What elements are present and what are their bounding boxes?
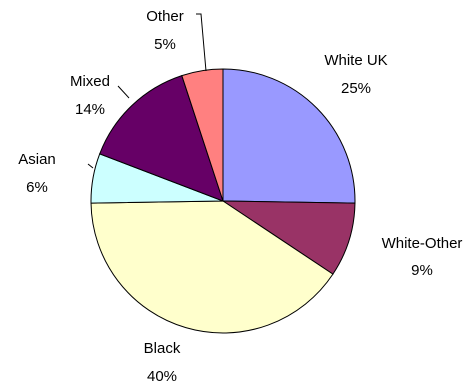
slice-label-asian: Asian (18, 151, 56, 168)
pie-slice-mixed (99, 74, 224, 202)
slice-percent-asian: 6% (26, 179, 48, 196)
slice-label-white-other: White-Other (382, 235, 463, 252)
pie-slice-other (181, 68, 224, 202)
slice-labels: White UK 25% White-Other 9% Black 40% Asian 6% M… (18, 8, 462, 383)
pie-slice-black (90, 200, 334, 334)
slice-label-other: Other (146, 8, 184, 25)
leader-line-other (196, 13, 207, 72)
slice-percent-mixed: 14% (75, 101, 105, 118)
slice-percent-black: 40% (147, 368, 177, 383)
slice-percent-white-uk: 25% (341, 80, 371, 97)
slice-label-black: Black (144, 340, 181, 357)
leader-line-mixed (117, 85, 130, 99)
slice-percent-white-other: 9% (411, 262, 433, 279)
slice-label-mixed: Mixed (70, 73, 110, 90)
pie-slice-white-uk (222, 68, 356, 204)
leader-lines (87, 13, 207, 169)
slice-label-white-uk: White UK (324, 52, 387, 69)
leader-line-asian (87, 163, 94, 169)
pie-slices (90, 68, 356, 334)
slice-percent-other: 5% (154, 36, 176, 53)
